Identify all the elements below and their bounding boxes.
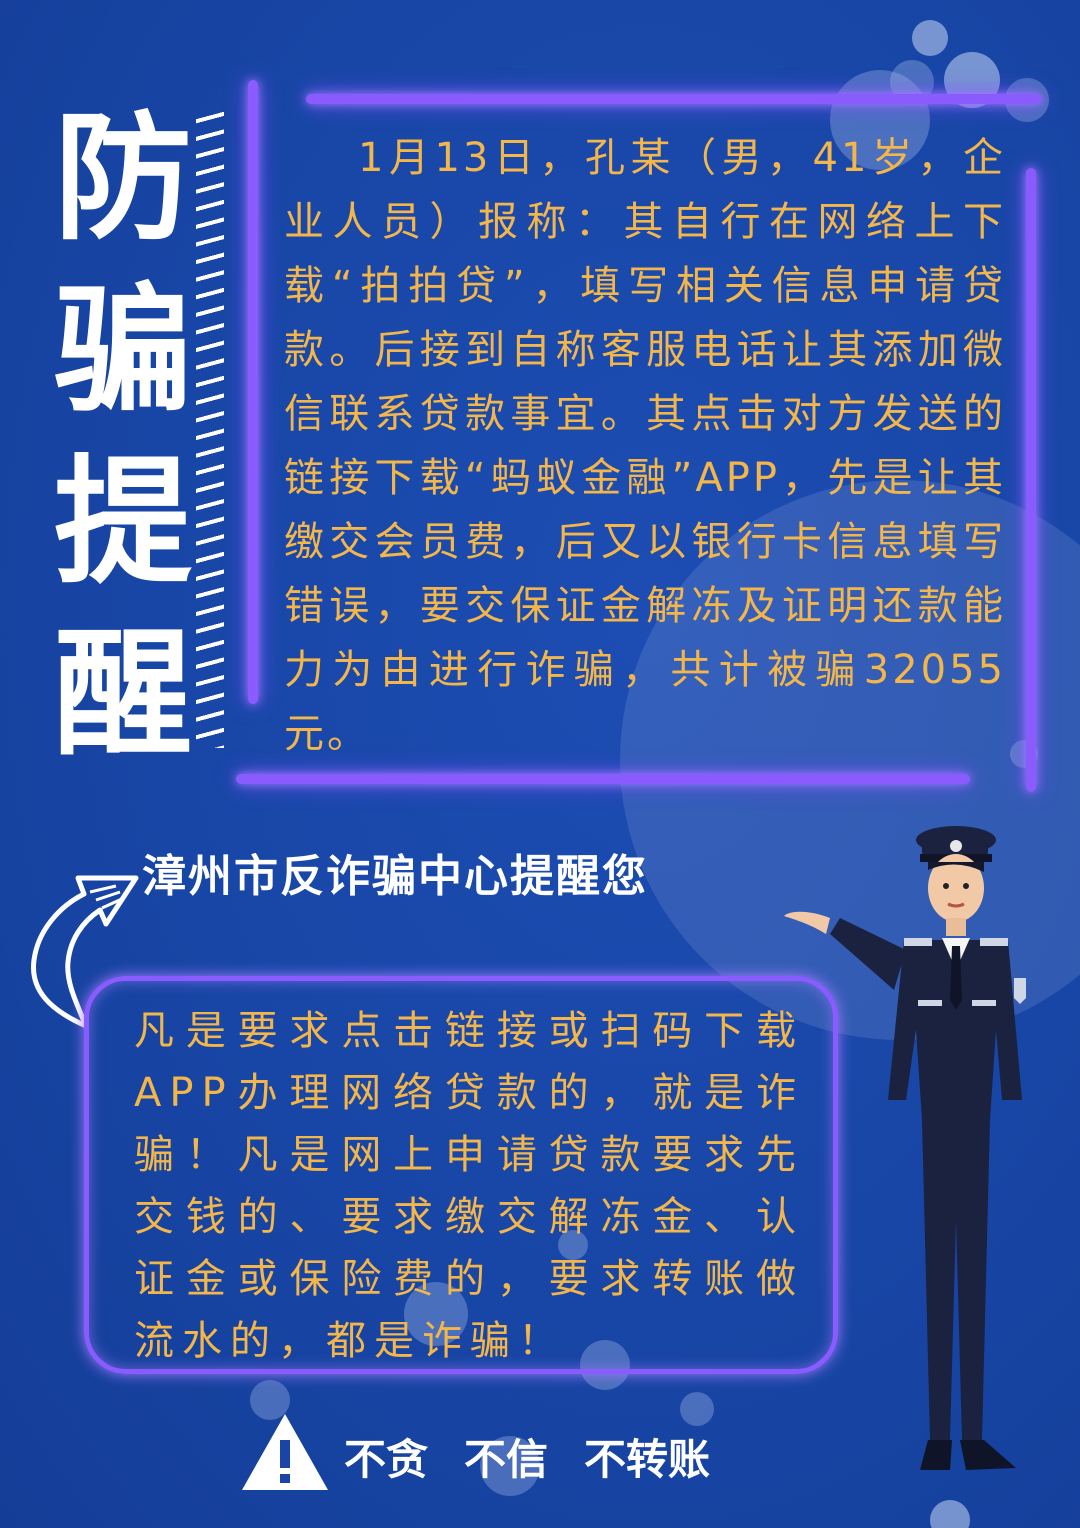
bubble (404, 1282, 468, 1346)
neon-line-bottom (236, 774, 970, 784)
neon-line-left (248, 80, 258, 704)
title-char: 醒 (53, 612, 192, 775)
bubble (830, 70, 930, 170)
slogan-item: 不转账 (584, 1435, 711, 1484)
bubble (912, 20, 948, 56)
title-char: 防 (53, 96, 192, 259)
vertical-title: 防 骗 提 醒 (48, 92, 198, 780)
neon-line-right (1026, 168, 1036, 792)
title-char: 骗 (53, 268, 192, 431)
police-officer-illustration (784, 826, 1026, 1470)
stripe-decoration (196, 112, 224, 748)
bubble (930, 1500, 970, 1528)
curved-arrow-icon (31, 875, 139, 1029)
title-char: 提 (53, 440, 192, 603)
slogan-row: 不贪 不信 不转账 (344, 1426, 710, 1487)
warning-icon (242, 1414, 328, 1490)
bubble (580, 1340, 630, 1390)
center-reminder-title: 漳州市反诈骗中心提醒您 (142, 851, 648, 902)
neon-line-top (306, 94, 1042, 104)
slogan-item: 不信 (464, 1435, 549, 1484)
bubble (558, 1230, 588, 1260)
slogan-item: 不贪 (344, 1435, 429, 1484)
fraud-notice-text: 凡是要求点击链接或扫码下载APP办理网络贷款的，就是诈骗！凡是网上申请贷款要求先… (134, 1008, 804, 1364)
bubble (680, 1392, 714, 1426)
case-story-text: 1月13日，孔某（男，41岁，企业人员）报称：其自行在网络上下载“拍拍贷”，填写… (284, 135, 1006, 757)
bubble (250, 1380, 290, 1420)
case-story: 1月13日，孔某（男，41岁，企业人员）报称：其自行在网络上下载“拍拍贷”，填写… (284, 126, 1006, 766)
bubble (480, 1436, 540, 1496)
notice-frame (84, 976, 838, 1374)
